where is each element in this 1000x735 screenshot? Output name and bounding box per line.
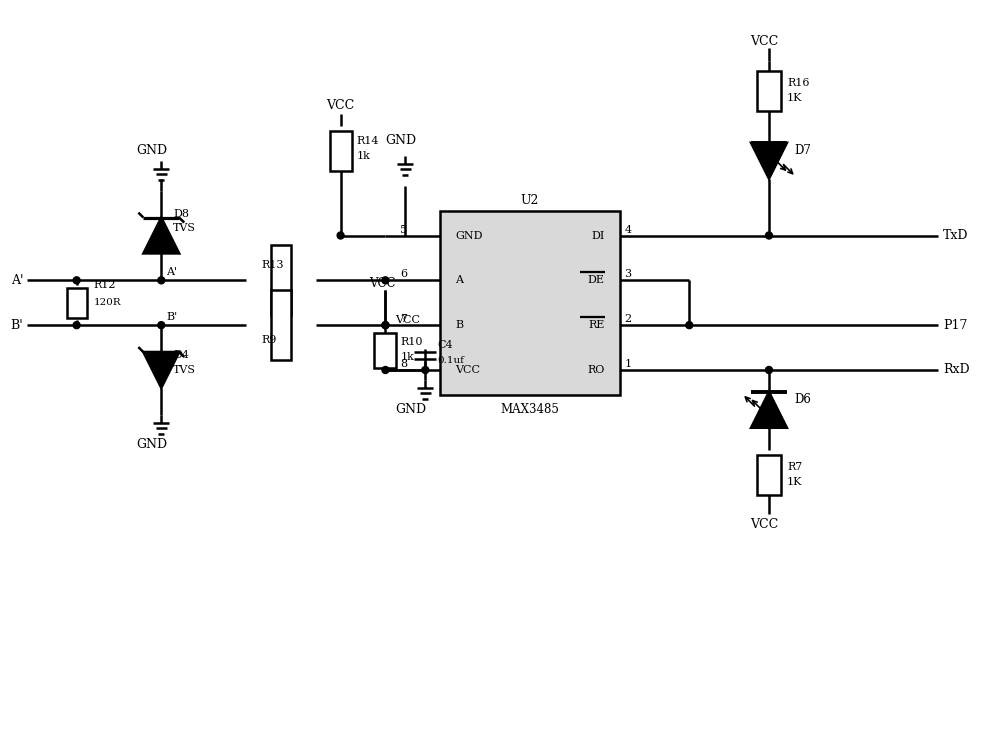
Text: C4: C4 (437, 340, 453, 350)
Text: 3: 3 (625, 269, 632, 279)
Text: RO: RO (587, 365, 605, 375)
Polygon shape (751, 392, 787, 428)
Text: B': B' (166, 312, 178, 322)
Text: D6: D6 (794, 393, 811, 406)
Circle shape (382, 277, 389, 284)
Text: 120R: 120R (94, 298, 121, 307)
Text: U2: U2 (521, 194, 539, 207)
Text: DI: DI (591, 231, 605, 240)
Text: P17: P17 (943, 319, 968, 331)
Text: B': B' (10, 319, 23, 331)
Circle shape (73, 277, 80, 284)
Text: D8: D8 (173, 209, 189, 218)
Text: VCC: VCC (455, 365, 480, 375)
Circle shape (686, 322, 693, 329)
Bar (271, 290, 291, 360)
Circle shape (73, 322, 80, 329)
Text: VCC: VCC (369, 277, 396, 290)
Text: 1K: 1K (787, 476, 802, 487)
Text: 6: 6 (400, 269, 408, 279)
Text: R16: R16 (787, 78, 809, 88)
Bar (330, 131, 352, 171)
Text: 5: 5 (400, 224, 408, 234)
Text: DE: DE (588, 276, 605, 285)
Text: VCC: VCC (326, 99, 355, 112)
Text: GND: GND (136, 144, 168, 157)
Text: 0.1uf: 0.1uf (437, 356, 464, 365)
Text: 2: 2 (625, 314, 632, 324)
Text: R7: R7 (787, 462, 802, 472)
Text: VCC: VCC (395, 315, 420, 325)
Text: B: B (455, 320, 463, 330)
Polygon shape (143, 352, 179, 388)
Text: R14: R14 (357, 136, 379, 146)
Text: R10: R10 (400, 337, 423, 347)
Text: D4: D4 (173, 350, 189, 360)
Circle shape (158, 322, 165, 329)
Text: 4: 4 (625, 224, 632, 234)
Circle shape (337, 232, 344, 239)
Text: TxD: TxD (943, 229, 969, 242)
Text: RE: RE (588, 320, 605, 330)
Text: R13: R13 (261, 260, 283, 270)
Circle shape (422, 367, 429, 373)
Text: 1k: 1k (400, 352, 414, 362)
Text: R12: R12 (94, 280, 116, 290)
Bar (67, 288, 87, 318)
Text: 1: 1 (625, 359, 632, 369)
Text: 1k: 1k (357, 151, 370, 161)
Text: TVS: TVS (173, 223, 196, 232)
Text: GND: GND (136, 438, 168, 451)
Circle shape (382, 367, 389, 373)
Text: GND: GND (395, 404, 426, 416)
Circle shape (158, 277, 165, 284)
Text: 7: 7 (400, 314, 407, 324)
Text: 8: 8 (400, 359, 408, 369)
Polygon shape (143, 218, 179, 254)
Text: 1K: 1K (787, 93, 802, 103)
Bar (374, 333, 396, 368)
Bar (440, 211, 620, 395)
Polygon shape (751, 143, 787, 179)
Bar (757, 71, 781, 111)
Text: GND: GND (385, 135, 417, 147)
Circle shape (765, 232, 772, 239)
Text: A: A (455, 276, 463, 285)
Text: R9: R9 (261, 335, 276, 345)
Text: A': A' (11, 274, 23, 287)
Text: MAX3485: MAX3485 (500, 404, 559, 416)
Text: GND: GND (455, 231, 483, 240)
Circle shape (765, 367, 772, 373)
Circle shape (382, 322, 389, 329)
Text: D7: D7 (794, 144, 811, 157)
Circle shape (382, 322, 389, 329)
Text: VCC: VCC (750, 35, 778, 48)
Bar (757, 455, 781, 495)
Bar (271, 245, 291, 315)
Text: A': A' (166, 268, 177, 277)
Text: RxD: RxD (943, 364, 970, 376)
Text: VCC: VCC (750, 518, 778, 531)
Text: TVS: TVS (173, 365, 196, 375)
